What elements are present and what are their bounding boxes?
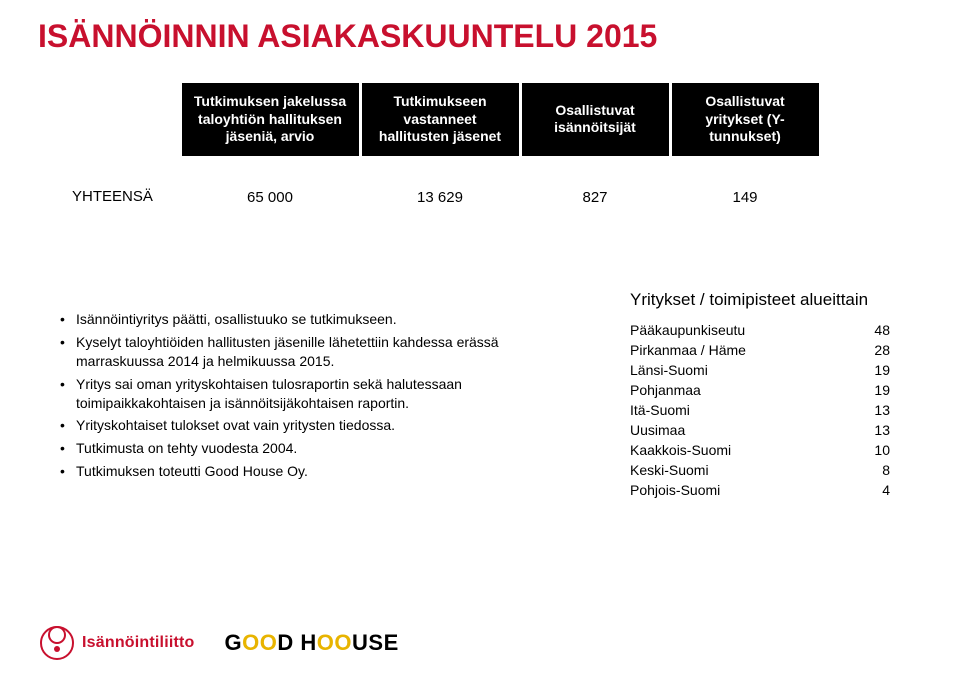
bullet-item: Yritys sai oman yrityskohtaisen tulosrap… [60,375,580,413]
stats-table: Tutkimuksen jakelussa taloyhtiön hallitu… [60,80,822,216]
region-block: Yritykset / toimipisteet alueittain Pääk… [630,290,920,500]
stats-header: Tutkimukseen vastanneet hallitusten jäse… [360,82,520,158]
bullet-item: Yrityskohtaiset tulokset ovat vain yrity… [60,416,580,435]
footer: Isännöintiliitto GOOD HOOUSE [40,626,399,660]
region-value: 48 [850,320,890,340]
region-name: Pohjanmaa [630,380,850,400]
gh-part: G [225,630,243,655]
stats-value: 13 629 [360,157,520,216]
region-name: Kaakkois-Suomi [630,440,850,460]
gh-part: OO [242,630,277,655]
stats-header: Tutkimuksen jakelussa taloyhtiön hallitu… [180,82,360,158]
region-value: 19 [850,360,890,380]
region-name: Pohjois-Suomi [630,480,850,500]
region-value: 8 [850,460,890,480]
region-value: 19 [850,380,890,400]
bullet-item: Tutkimuksen toteutti Good House Oy. [60,462,580,481]
bullet-item: Kyselyt taloyhtiöiden hallitusten jäseni… [60,333,580,371]
region-name: Pääkaupunkiseutu [630,320,850,340]
gh-part: OO [317,630,352,655]
stats-value: 65 000 [180,157,360,216]
region-value: 13 [850,400,890,420]
bullet-item: Isännöintiyritys päätti, osallistuuko se… [60,310,580,329]
stats-header: Osallistuvat isännöitsijät [520,82,670,158]
region-title: Yritykset / toimipisteet alueittain [630,290,920,310]
page-title: ISÄNNÖINNIN ASIAKASKUUNTELU 2015 [0,0,960,55]
region-table: Pääkaupunkiseutu48Pirkanmaa / Häme28Läns… [630,320,890,500]
gh-part: USE [352,630,399,655]
region-value: 13 [850,420,890,440]
region-name: Uusimaa [630,420,850,440]
stats-value: 149 [670,157,820,216]
region-name: Länsi-Suomi [630,360,850,380]
region-name: Keski-Suomi [630,460,850,480]
logo-good-house: GOOD HOOUSE [225,630,399,656]
logo-isannointiliitto: Isännöintiliitto [40,626,195,660]
gh-part: D [277,630,293,655]
region-value: 28 [850,340,890,360]
gh-part: H [300,630,316,655]
region-name: Pirkanmaa / Häme [630,340,850,360]
stats-row-label: YHTEENSÄ [60,157,180,216]
bullet-list: Isännöintiyritys päätti, osallistuuko se… [60,310,580,485]
bullet-item: Tutkimusta on tehty vuodesta 2004. [60,439,580,458]
region-name: Itä-Suomi [630,400,850,420]
stats-value: 827 [520,157,670,216]
isann-icon [40,626,74,660]
region-value: 10 [850,440,890,460]
stats-header: Osallistuvat yritykset (Y-tunnukset) [670,82,820,158]
region-value: 4 [850,480,890,500]
isann-label: Isännöintiliitto [82,634,195,652]
